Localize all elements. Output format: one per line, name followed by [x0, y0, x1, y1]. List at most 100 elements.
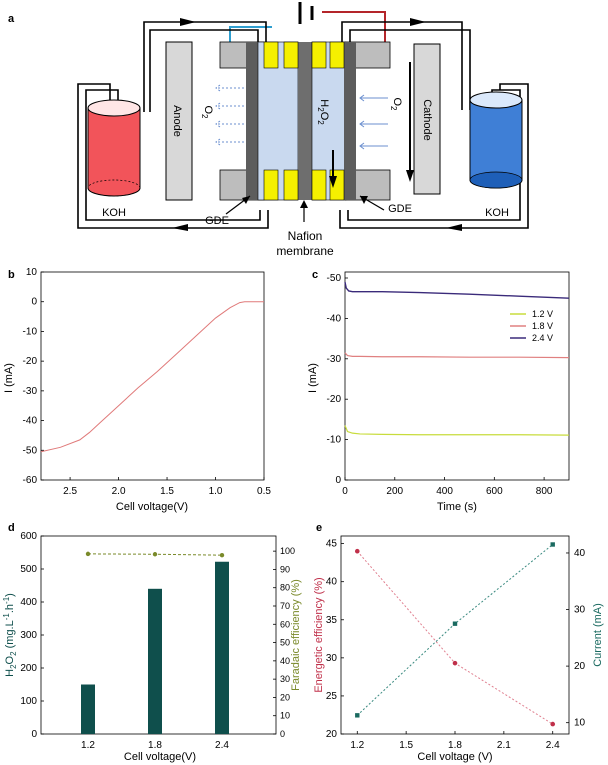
o2-left-label: O2	[200, 105, 214, 119]
x-axis-label-d: Cell voltage(V)	[124, 751, 196, 763]
koh-right-label: KOH	[485, 207, 509, 219]
blue-wire	[229, 26, 272, 42]
legend-item-2.4v: 2.4 V	[532, 333, 553, 343]
x-axis-label-c: Time (s)	[437, 501, 477, 513]
bar-d	[215, 561, 229, 734]
y-tick-label-e: 35	[326, 615, 338, 626]
y-tick-label-d: 600	[20, 531, 37, 542]
x-tick-label-b: 1.0	[209, 486, 223, 497]
red-wire	[322, 11, 386, 42]
current-line-e	[356, 544, 554, 716]
plot-frame-e	[340, 535, 570, 735]
y-tick-label-b: -30	[23, 386, 38, 397]
legend-item-1.2v: 1.2 V	[532, 309, 553, 319]
cathode-current-arrowhead	[406, 170, 414, 182]
y-tick-label-b: -20	[23, 356, 38, 367]
panel-c-chart: c -50 -40 -30 -20 -10 0 0 200 400 600 800 1.2 V 1…	[307, 269, 570, 513]
x-axis-ticks-d: 1.2 1.8 2.4	[81, 740, 229, 751]
y-tick-label-c: -50	[327, 273, 342, 284]
y-axis-label-b: I (mA)	[3, 363, 15, 393]
y-tick-label-d: 500	[20, 564, 37, 575]
y-axis-ticks-d: 0 100 200 300 400 500 600	[20, 531, 44, 740]
bars-d	[81, 561, 229, 734]
plot-frame-b	[40, 271, 265, 481]
y-tick-label-b: 10	[26, 267, 38, 278]
legend-item-1.8v: 1.8 V	[532, 321, 553, 331]
y-axis-label-e: Energetic efficiency (%)	[313, 577, 325, 692]
y2-axis-label-d: Faradaic efficiency (%)	[290, 579, 302, 691]
y2-tick-label-d: 0	[280, 729, 285, 739]
efficiency-point-d	[152, 552, 158, 557]
anode-plate	[165, 41, 193, 201]
efficiency-point-e	[354, 548, 360, 554]
bar-d	[81, 684, 95, 734]
series-line-2.4v	[344, 281, 570, 299]
current-point-e	[550, 542, 555, 547]
y-tick-label-b: -60	[23, 475, 38, 486]
cathode-label: Cathode	[421, 99, 433, 141]
koh-left-label: KOH	[102, 207, 126, 219]
y2-tick-label-d: 40	[280, 656, 290, 666]
external-circuit	[229, 2, 386, 42]
y-tick-label-d: 300	[20, 630, 37, 641]
gde-anode	[246, 42, 258, 200]
y-tick-label-c: -20	[327, 394, 342, 405]
series-e	[354, 542, 556, 727]
y-tick-label-b: -10	[23, 326, 38, 337]
x-tick-label-c: 400	[436, 486, 453, 497]
flow-arrows	[172, 18, 462, 231]
y-axis-ticks-c: -50 -40 -30 -20 -10 0	[327, 273, 348, 486]
panel-a-schematic: a An	[8, 2, 529, 258]
y2-axis-ticks-d: 0 10 20 30 40 50 60 70 80 90 100	[273, 546, 295, 739]
legend-c: 1.2 V 1.8 V 2.4 V	[510, 309, 553, 343]
anode-label: Anode	[171, 105, 183, 137]
y-tick-label-d: 200	[20, 663, 37, 674]
anolyte-loop	[77, 21, 269, 229]
x-tick-label-b: 1.5	[160, 486, 174, 497]
x-tick-label-d: 2.4	[215, 740, 229, 751]
y2-tick-label-d: 50	[280, 638, 290, 648]
y2-tick-label-d: 20	[280, 692, 290, 702]
y-tick-label-c: -10	[327, 435, 342, 446]
x-tick-label-e: 1.8	[448, 740, 462, 751]
efficiency-point-e	[550, 721, 556, 727]
y2-tick-label-d: 80	[280, 583, 290, 593]
x-axis-label-e: Cell voltage (V)	[417, 751, 492, 763]
x-tick-label-b: 2.0	[112, 486, 126, 497]
y-axis-label-c: I (mA)	[307, 363, 319, 393]
panel-label-c: c	[312, 269, 318, 281]
y2-tick-label-d: 30	[280, 674, 290, 684]
efficiency-series-d	[85, 551, 225, 558]
y-tick-label-c: -30	[327, 354, 342, 365]
koh-right-reservoir	[469, 91, 523, 189]
panel-label-d: d	[8, 522, 15, 534]
current-point-e	[355, 713, 360, 718]
y-tick-label-b: -40	[23, 416, 38, 427]
current-point-e	[452, 621, 458, 626]
h2o2-label: H2O2	[316, 99, 330, 125]
y-axis-ticks-e: 20 25 30 35 40 45	[326, 539, 344, 740]
y2-tick-label-d: 100	[280, 546, 295, 556]
battery-lead-left	[272, 13, 300, 27]
membrane-label-line2: membrane	[276, 244, 334, 258]
x-tick-label-e: 2.1	[497, 740, 511, 751]
x-tick-label-c: 800	[536, 486, 553, 497]
cell-stack	[219, 41, 391, 201]
y-tick-label-e: 20	[326, 729, 338, 740]
y2-tick-label-e: 20	[574, 661, 586, 672]
nafion-membrane	[298, 42, 312, 200]
y2-tick-label-e: 40	[574, 548, 586, 559]
y-tick-label-b: 0	[31, 297, 37, 308]
panel-label-b: b	[8, 269, 15, 281]
y2-tick-label-d: 60	[280, 619, 290, 629]
gde-left-label: GDE	[205, 215, 229, 227]
series-line-1.2v	[344, 425, 570, 436]
x-tick-label-e: 1.2	[350, 740, 364, 751]
x-axis-label-b: Cell voltage(V)	[116, 501, 188, 513]
x-tick-label-b: 2.5	[63, 486, 77, 497]
panel-d-chart: d 0 100 200 300 400 500 600 0 10 20 30 40 50 60 70 80 9…	[2, 522, 302, 763]
y-tick-label-d: 0	[31, 729, 37, 740]
y2-tick-label-e: 30	[574, 605, 586, 616]
efficiency-point-d	[219, 552, 225, 558]
